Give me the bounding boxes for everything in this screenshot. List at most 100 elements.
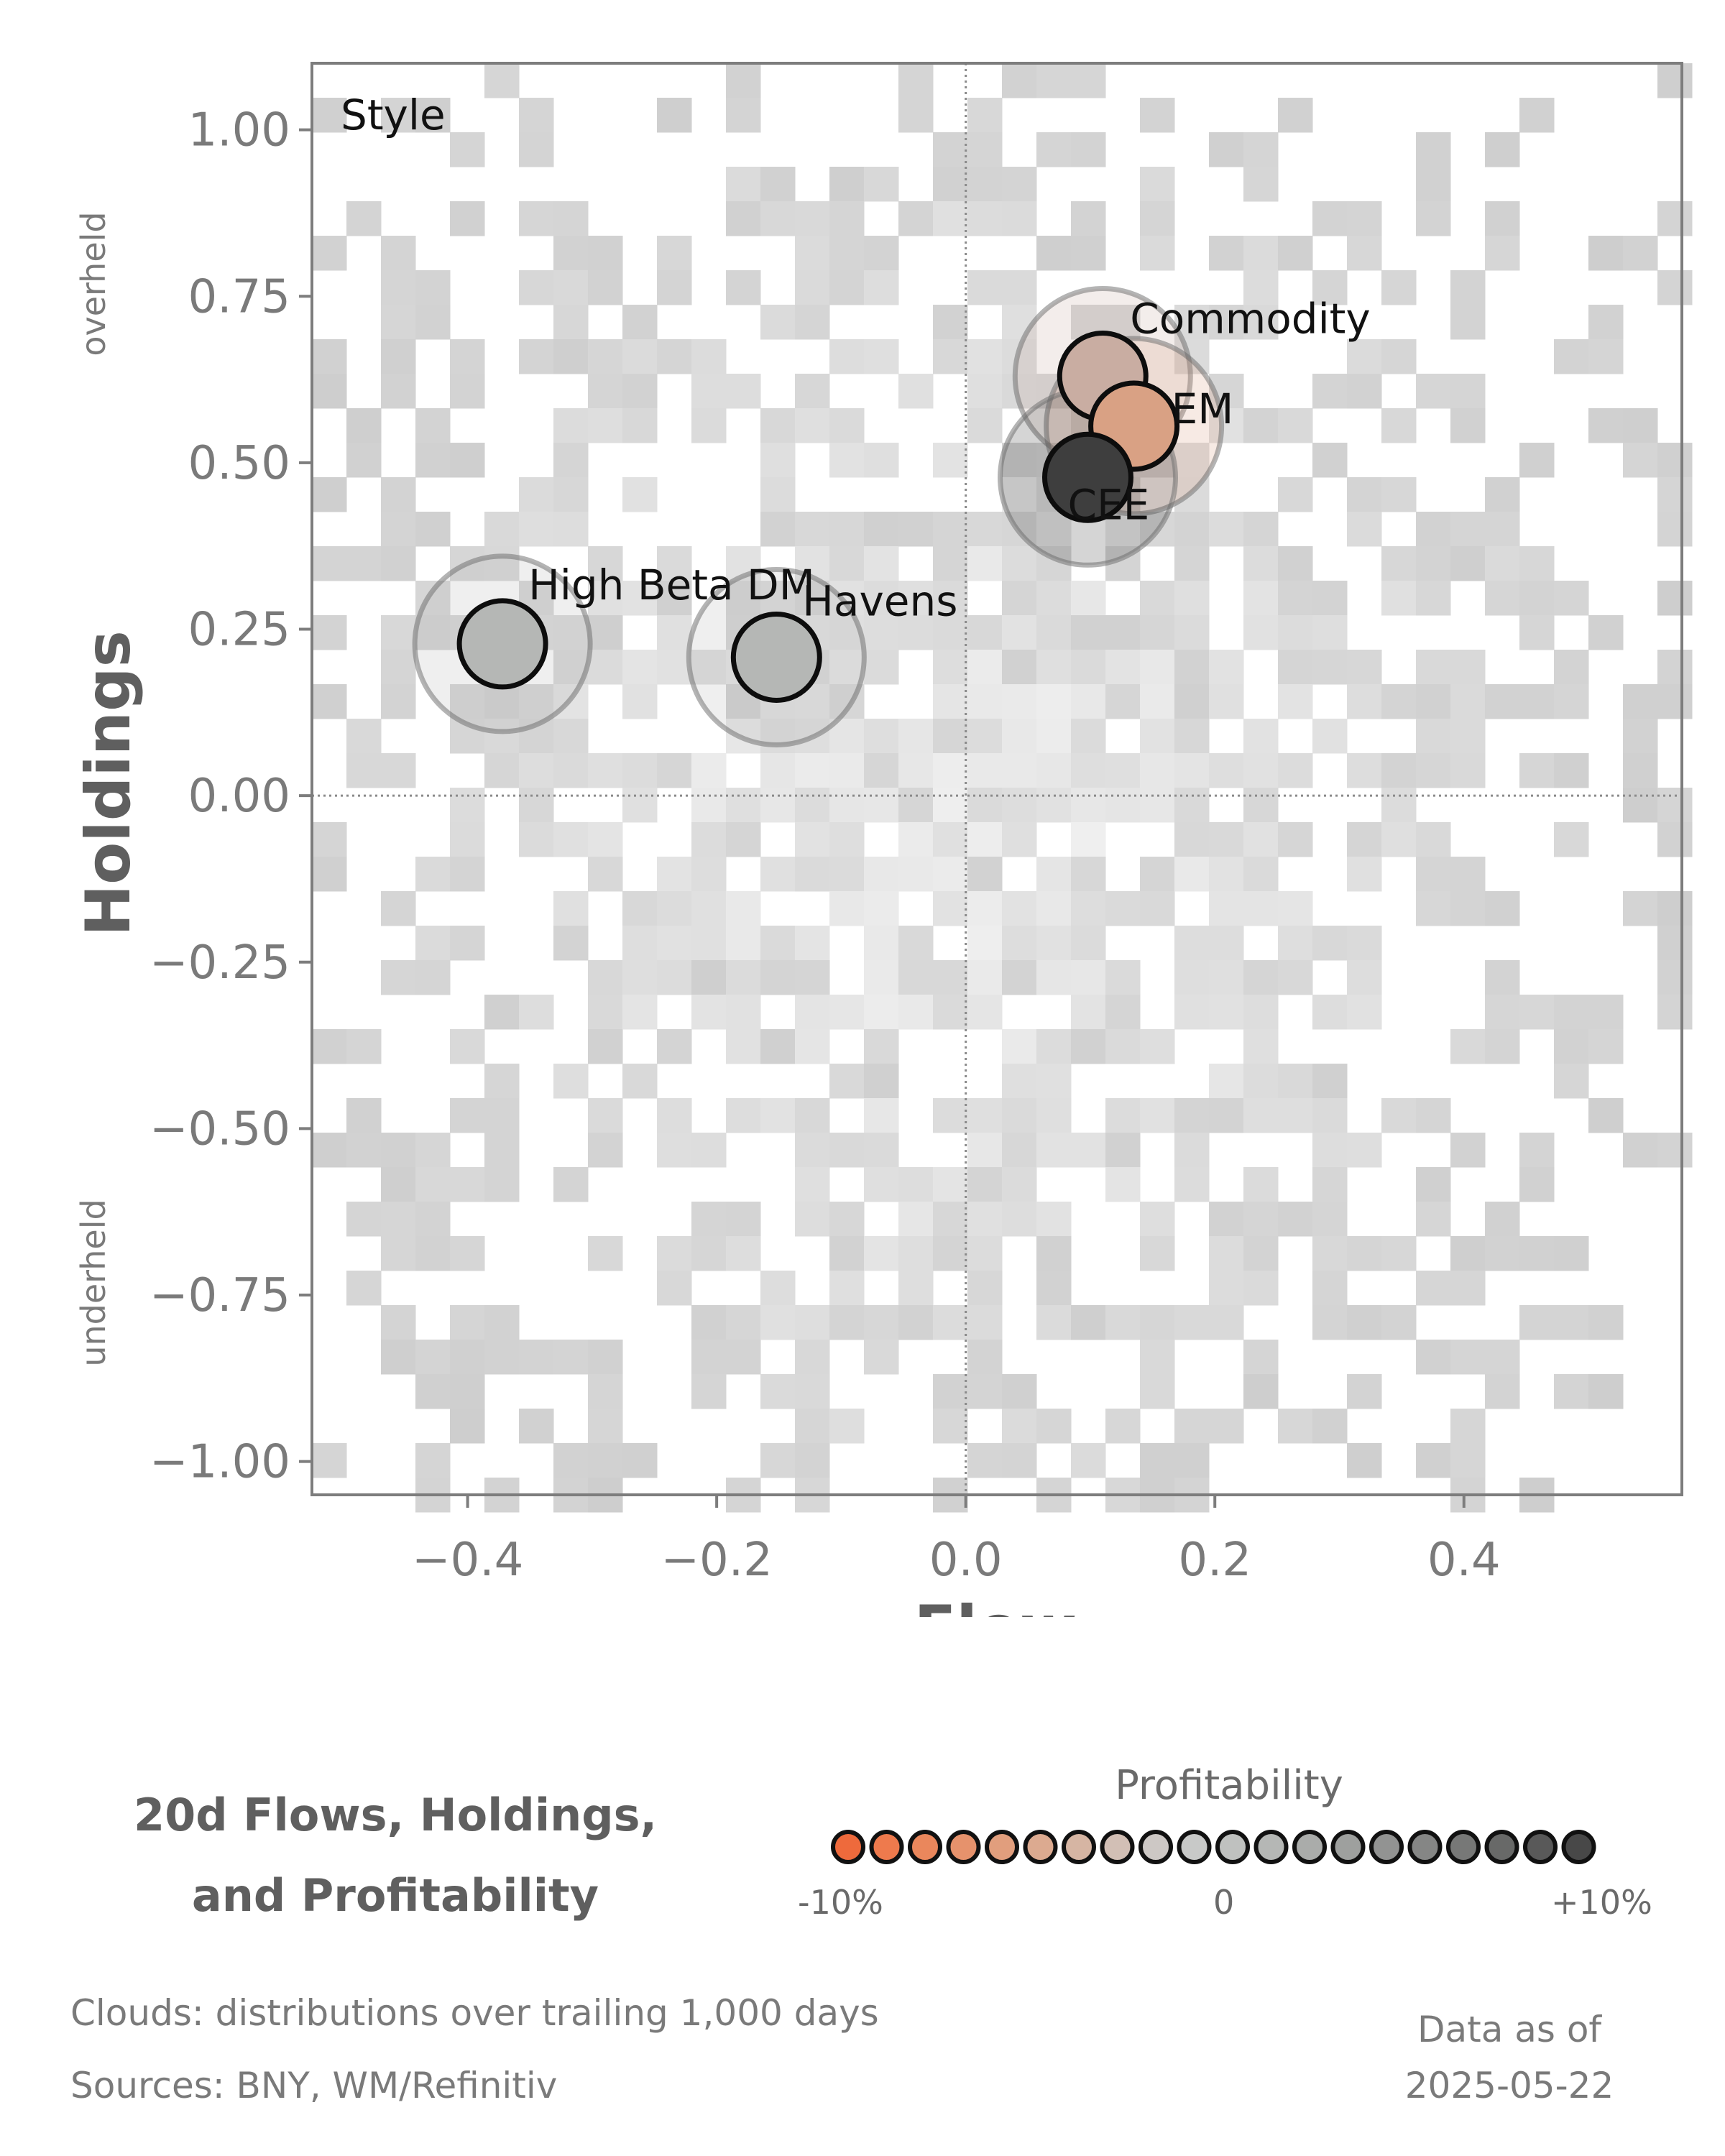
heatmap-cell (1519, 1305, 1555, 1340)
heatmap-cell (588, 581, 623, 616)
heatmap-cell (1450, 270, 1486, 305)
heatmap-cell (691, 891, 727, 926)
heatmap-cell (795, 1029, 830, 1064)
heatmap-cell (1657, 201, 1693, 236)
heatmap-cell (726, 270, 761, 305)
heatmap-cell (484, 1064, 520, 1099)
heatmap-cell (1140, 236, 1175, 271)
heatmap-cell (657, 270, 692, 305)
heatmap-cell (933, 891, 968, 926)
heatmap-cell (691, 926, 727, 961)
heatmap-cell (1381, 753, 1417, 788)
heatmap-cell (1036, 960, 1072, 995)
heatmap-cell (1174, 822, 1210, 857)
heatmap-cell (1174, 1305, 1210, 1340)
heatmap-cell (1140, 891, 1175, 926)
heatmap-cell (1105, 684, 1141, 719)
heatmap-cell (691, 374, 727, 409)
heatmap-cell (760, 1029, 796, 1064)
heatmap-cell (1209, 822, 1244, 857)
heatmap-cell (1071, 926, 1106, 961)
heatmap-cell (657, 960, 692, 995)
point-label: Commodity (1130, 294, 1370, 343)
heatmap-cell (795, 1340, 830, 1375)
heatmap-cell (415, 1374, 451, 1409)
heatmap-cell (795, 1202, 830, 1237)
heatmap-cell (1312, 201, 1348, 236)
heatmap-cell (1450, 1133, 1486, 1168)
heatmap-cell (1588, 339, 1624, 374)
heatmap-cell (933, 1236, 968, 1271)
heatmap-cell (1209, 512, 1244, 547)
legend-dot (1407, 1830, 1443, 1864)
heatmap-cell (1036, 512, 1072, 547)
heatmap-cell (1312, 926, 1348, 961)
heatmap-cell (1071, 960, 1106, 995)
heatmap-cell (1174, 719, 1210, 754)
heatmap-cell (795, 788, 830, 823)
heatmap-cell (1002, 1064, 1037, 1099)
heatmap-cell (1416, 1443, 1451, 1478)
heatmap-cell (933, 167, 968, 202)
legend-dot (1177, 1830, 1212, 1864)
heatmap-cell (1071, 1443, 1106, 1478)
heatmap-cell (1105, 512, 1141, 547)
heatmap-cell (415, 408, 451, 443)
heatmap-cell (588, 1340, 623, 1375)
heatmap-cell (1312, 1167, 1348, 1202)
heatmap-cell (1243, 1340, 1279, 1375)
heatmap-cell (450, 443, 485, 478)
heatmap-cell (1450, 1029, 1486, 1064)
heatmap-cell (1554, 753, 1589, 788)
heatmap-cell (450, 339, 485, 374)
heatmap-cell (346, 546, 382, 581)
heatmap-cell (1485, 236, 1520, 271)
heatmap-cell (657, 1271, 692, 1306)
heatmap-cell (898, 512, 934, 547)
heatmap-cell (691, 650, 727, 685)
heatmap-cell (381, 891, 416, 926)
heatmap-cell (657, 615, 692, 650)
heatmap-cell (1554, 339, 1589, 374)
heatmap-cell (588, 1409, 623, 1444)
heatmap-cell (795, 1374, 830, 1409)
heatmap-cell (829, 1236, 865, 1271)
heatmap-cell (898, 1167, 934, 1202)
heatmap-cell (1071, 788, 1106, 823)
heatmap-cell (1623, 891, 1658, 926)
heatmap-cell (1657, 788, 1693, 823)
heatmap-cell (657, 891, 692, 926)
heatmap-cell (381, 1340, 416, 1375)
heatmap-cell (933, 1098, 968, 1133)
heatmap-cell (967, 408, 1003, 443)
heatmap-cell (588, 1029, 623, 1064)
heatmap-cell (1519, 1167, 1555, 1202)
heatmap-cell (829, 201, 865, 236)
heatmap-cell (864, 512, 899, 547)
heatmap-cell (760, 581, 796, 616)
heatmap-cell (1278, 408, 1313, 443)
heatmap-cell (312, 374, 347, 409)
heatmap-cell (726, 822, 761, 857)
heatmap-cell (967, 926, 1003, 961)
heatmap-cell (1002, 1443, 1037, 1478)
heatmap-cell (1243, 857, 1279, 892)
heatmap-cell (381, 270, 416, 305)
legend-dot (1062, 1830, 1096, 1864)
heatmap-cell (864, 1340, 899, 1375)
heatmap-cell (1071, 1305, 1106, 1340)
heatmap-cell (898, 1202, 934, 1237)
heatmap-cell (1209, 1098, 1244, 1133)
heatmap-cell (1278, 822, 1313, 857)
heatmap-cell (1071, 753, 1106, 788)
heatmap-cell (1588, 1098, 1624, 1133)
heatmap-cell (1450, 684, 1486, 719)
heatmap-cell (1036, 1133, 1072, 1168)
heatmap-cell (588, 270, 623, 305)
heatmap-cell (312, 236, 347, 271)
heatmap-cell (1174, 1409, 1210, 1444)
heatmap-cell (1036, 615, 1072, 650)
heatmap-cell (726, 201, 761, 236)
heatmap-cell (1243, 1064, 1279, 1099)
heatmap-cell (795, 305, 830, 340)
